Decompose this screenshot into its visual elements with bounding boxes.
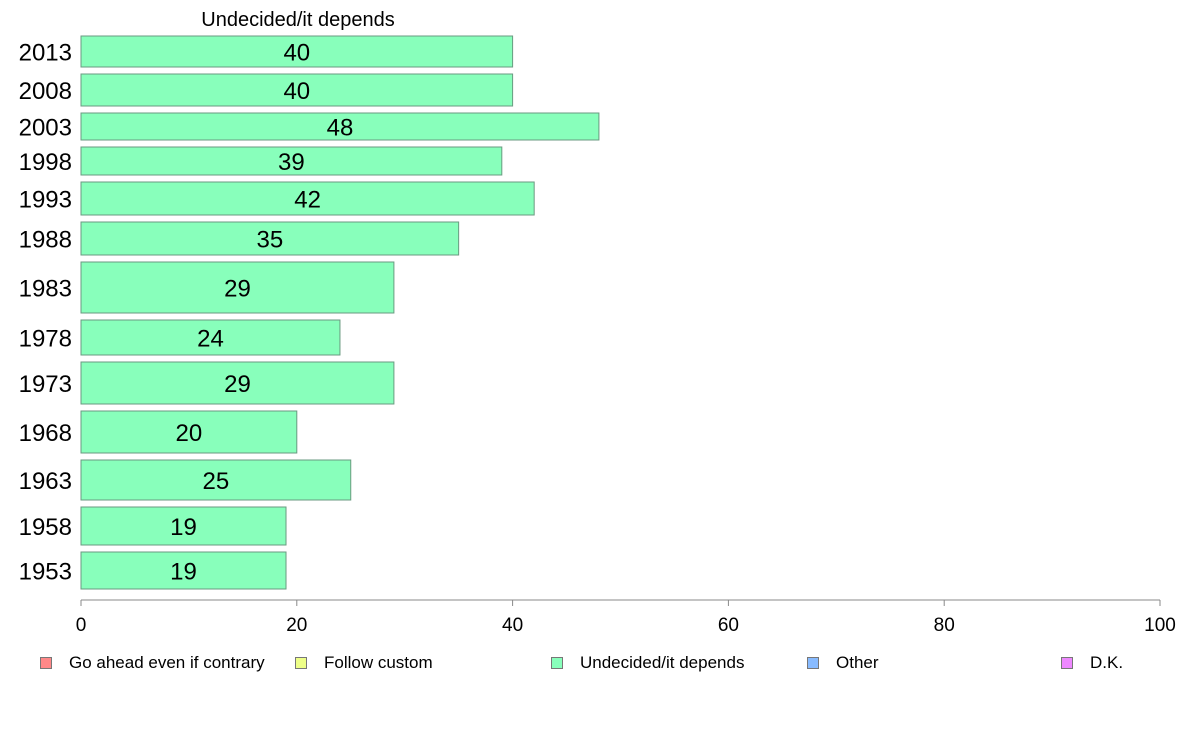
legend-label: D.K. <box>1090 653 1124 672</box>
x-tick-label-80: 80 <box>934 615 955 636</box>
category-label-2003: 2003 <box>19 115 72 142</box>
legend: Go ahead even if contrary Follow custom Un… <box>40 652 1160 674</box>
category-label-1978: 1978 <box>19 326 72 353</box>
data-label-1978: 24 <box>197 326 224 353</box>
category-label-1983: 1983 <box>19 276 72 303</box>
legend-item: Go ahead even if contrary <box>40 652 265 674</box>
data-label-1953: 19 <box>170 559 197 586</box>
legend-swatch <box>40 657 52 669</box>
category-label-1968: 1968 <box>19 420 72 447</box>
bar-1988 <box>80 221 460 256</box>
x-tick-label-60: 60 <box>718 615 739 636</box>
bar-2013 <box>80 35 514 68</box>
legend-swatch <box>295 657 307 669</box>
category-label-1988: 1988 <box>19 227 72 254</box>
data-label-1983: 29 <box>224 276 251 303</box>
legend-item: Other <box>807 652 879 674</box>
legend-swatch <box>807 657 819 669</box>
data-label-1998: 39 <box>278 149 305 176</box>
data-label-2013: 40 <box>283 40 310 67</box>
bar-1963 <box>80 459 352 501</box>
bar-chart: Undecided/it depends 2013 40 2008 40 2003 48 1… <box>19 9 1176 636</box>
category-label-1958: 1958 <box>19 514 72 541</box>
bar-1978 <box>80 319 341 356</box>
bar-1968 <box>80 410 298 454</box>
bar-1998 <box>80 146 503 176</box>
category-label-1963: 1963 <box>19 468 72 495</box>
bar-1958 <box>80 506 287 546</box>
bar-2008 <box>80 73 514 107</box>
x-tick-label-100: 100 <box>1144 615 1176 636</box>
bars-group: 2013 40 2008 40 2003 48 1998 39 1993 42 1988 35 1983… <box>19 35 600 590</box>
bar-1973 <box>80 361 395 405</box>
legend-label: Undecided/it depends <box>580 653 745 672</box>
legend-label: Go ahead even if contrary <box>69 653 265 672</box>
x-tick-label-0: 0 <box>76 615 87 636</box>
data-label-2008: 40 <box>283 78 310 105</box>
legend-label: Follow custom <box>324 653 433 672</box>
category-label-2013: 2013 <box>19 40 72 67</box>
category-label-2008: 2008 <box>19 78 72 105</box>
chart-title: Undecided/it depends <box>201 9 394 31</box>
legend-item: Undecided/it depends <box>551 652 744 674</box>
data-label-1963: 25 <box>203 468 230 495</box>
category-label-1998: 1998 <box>19 149 72 176</box>
x-axis: 0 20 40 60 80 100 <box>76 599 1176 636</box>
legend-item: Follow custom <box>295 652 433 674</box>
data-label-2003: 48 <box>327 115 354 142</box>
bar-1993 <box>80 181 535 216</box>
x-tick-label-20: 20 <box>286 615 307 636</box>
category-label-1953: 1953 <box>19 559 72 586</box>
category-label-1973: 1973 <box>19 371 72 398</box>
legend-swatch <box>1061 657 1073 669</box>
category-label-1993: 1993 <box>19 187 72 214</box>
data-label-1988: 35 <box>256 227 283 254</box>
bar-1953 <box>80 551 287 590</box>
data-label-1958: 19 <box>170 514 197 541</box>
bar-1983 <box>80 261 395 314</box>
legend-item: D.K. <box>1061 652 1123 674</box>
legend-swatch <box>551 657 563 669</box>
data-label-1973: 29 <box>224 371 251 398</box>
data-label-1968: 20 <box>176 420 203 447</box>
bar-2003 <box>80 112 600 141</box>
x-tick-label-40: 40 <box>502 615 523 636</box>
legend-label: Other <box>836 653 879 672</box>
data-label-1993: 42 <box>294 187 321 214</box>
